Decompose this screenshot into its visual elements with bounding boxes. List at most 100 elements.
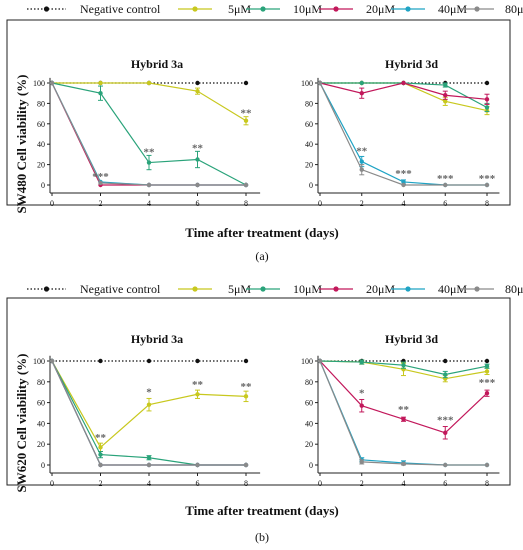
legend-entry: 10μM [246, 282, 322, 296]
data-point [401, 417, 406, 422]
legend-label: 80μM [505, 2, 523, 16]
data-point [195, 358, 200, 364]
data-point [317, 358, 323, 364]
data-point [146, 80, 152, 86]
panel-frame [6, 297, 511, 486]
data-point [98, 180, 103, 186]
y-tick-label: 0 [309, 461, 313, 470]
y-tick-label: 60 [37, 120, 45, 129]
significance-label: *** [92, 171, 109, 183]
x-tick-label: 4 [402, 199, 406, 208]
series-line [49, 358, 249, 468]
y-tick-label: 80 [305, 99, 313, 108]
legend: Negative control 5μM 10μM 20μM 40μM 80μM [27, 2, 523, 16]
data-point [195, 182, 200, 188]
x-tick-label: 2 [99, 479, 103, 488]
significance-label: *** [437, 173, 454, 185]
significance-label: *** [437, 414, 454, 426]
chart-panel: SW620 Cell viability (%) Time after treat… [6, 297, 511, 544]
series-line [317, 358, 490, 440]
x-tick-label: 0 [318, 199, 322, 208]
data-point [443, 430, 448, 435]
data-point [243, 358, 249, 364]
legend-entry: 5μM [178, 2, 251, 16]
y-tick-label: 40 [37, 419, 45, 428]
data-point [443, 99, 448, 104]
data-point [443, 82, 448, 88]
y-tick-label: 100 [301, 357, 313, 366]
series-line [317, 80, 490, 113]
data-point [359, 80, 364, 86]
data-point [484, 182, 490, 188]
data-point [443, 358, 448, 364]
y-tick-label: 100 [33, 79, 45, 88]
data-point [401, 461, 406, 467]
significance-label: *** [479, 173, 496, 185]
data-point [146, 182, 152, 188]
series-line [49, 80, 249, 188]
data-point [243, 462, 249, 468]
x-axis-label: Time after treatment (days) [185, 225, 338, 240]
x-tick-label: 6 [443, 199, 447, 208]
y-tick-label: 60 [37, 399, 45, 408]
y-tick-label: 0 [41, 461, 45, 470]
series-line [317, 358, 490, 379]
x-tick-label: 0 [50, 199, 54, 208]
legend-marker [260, 6, 266, 12]
data-point [359, 159, 364, 164]
y-axis-label: SW620 Cell viability (%) [14, 353, 29, 492]
y-tick-label: 60 [305, 120, 313, 129]
legend-marker [260, 286, 266, 292]
y-tick-label: 20 [305, 161, 313, 170]
y-tick-label: 40 [305, 140, 313, 149]
y-tick-label: 0 [41, 181, 45, 190]
data-point [243, 182, 249, 188]
legend-entry: 80μM [460, 2, 523, 16]
data-point [195, 80, 200, 86]
x-tick-label: 4 [147, 479, 151, 488]
data-point [359, 167, 364, 172]
y-tick-label: 0 [309, 181, 313, 190]
significance-label: ** [95, 432, 107, 444]
data-point [195, 88, 200, 94]
legend-label: 40μM [438, 282, 467, 296]
data-point [443, 93, 448, 98]
data-point [146, 402, 152, 407]
y-axis-label: SW480 Cell viability (%) [14, 74, 29, 213]
significance-label: * [359, 387, 365, 399]
significance-label: ** [192, 142, 204, 154]
data-point [484, 80, 490, 86]
data-point [484, 391, 490, 396]
series-path [320, 82, 488, 109]
legend-entry: 20μM [319, 2, 395, 16]
legend-entry: 40μM [391, 282, 467, 296]
y-tick-label: 100 [301, 79, 313, 88]
legend-label: 40μM [438, 2, 467, 16]
legend-label: 10μM [293, 2, 322, 16]
x-axis-label: Time after treatment (days) [185, 503, 338, 518]
subplot-title: Hybrid 3a [131, 332, 183, 346]
data-point [195, 392, 200, 397]
legend-marker [333, 286, 339, 292]
data-point [98, 91, 103, 96]
data-point [243, 394, 249, 399]
data-point [484, 462, 490, 468]
x-tick-label: 4 [402, 479, 406, 488]
data-point [98, 445, 103, 450]
data-point [359, 459, 364, 465]
legend-marker [405, 286, 411, 292]
data-point [484, 105, 490, 110]
x-tick-label: 0 [318, 479, 322, 488]
y-tick-label: 80 [305, 378, 313, 387]
legend-marker [192, 286, 198, 292]
series-line [49, 80, 249, 188]
data-point [443, 462, 448, 468]
x-tick-label: 8 [244, 199, 248, 208]
data-point [484, 358, 490, 364]
data-point [401, 80, 406, 86]
y-tick-label: 20 [305, 440, 313, 449]
y-tick-label: 40 [37, 140, 45, 149]
series-line [49, 80, 249, 188]
